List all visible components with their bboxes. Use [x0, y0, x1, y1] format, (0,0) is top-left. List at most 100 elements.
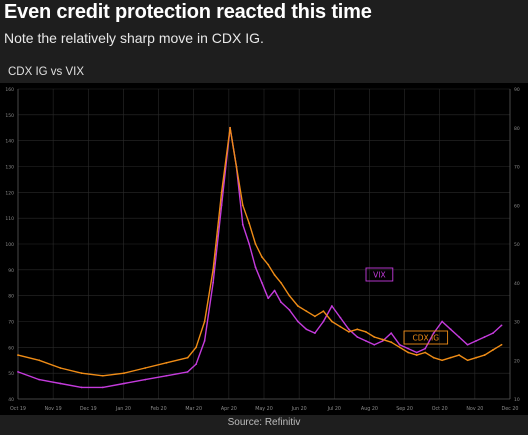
- point-vix: [398, 343, 401, 346]
- point-cdx-ig: [330, 320, 333, 323]
- x-axis-ticks: Oct 19 Nov 19 Dec 19 Jan 20 Feb 20 Mar 20 Apr …: [10, 406, 518, 412]
- point-cdx-ig: [373, 336, 376, 338]
- cdx-vix-chart: 40 50 60 70 80 90 100 110 120 130 140 150 160 10 20 30…: [5, 87, 520, 412]
- x-tick-label: Nov 20: [466, 406, 483, 412]
- point-cdx-ig: [415, 354, 418, 356]
- x-tick-label: Dec 19: [80, 406, 97, 412]
- page-subtitle: Note the relatively sharp move in CDX IG…: [4, 30, 264, 46]
- left-tick-label: 80: [8, 294, 14, 300]
- point-vix: [273, 289, 276, 292]
- left-tick-label: 140: [5, 139, 14, 145]
- left-tick-label: 90: [8, 268, 14, 274]
- point-vix: [123, 382, 125, 385]
- point-vix: [466, 343, 469, 346]
- point-cdx-ig: [241, 204, 244, 207]
- chart-title: CDX IG vs VIX: [8, 66, 85, 78]
- point-vix: [101, 386, 104, 389]
- point-cdx-ig: [186, 356, 189, 359]
- point-cdx-ig: [267, 263, 270, 266]
- right-tick-label: 20: [514, 358, 520, 364]
- point-vix: [305, 328, 308, 331]
- point-vix: [330, 305, 333, 307]
- legend-box: [365, 267, 394, 282]
- right-tick-label: 80: [514, 126, 520, 132]
- x-tick-label: Feb 20: [151, 406, 167, 412]
- point-vix: [415, 351, 418, 354]
- left-axis-ticks: 40 50 60 70 80 90 100 110 120 130 140 150 160: [5, 87, 14, 403]
- point-vix: [241, 223, 244, 226]
- legend-label: VIX: [373, 271, 385, 280]
- left-tick-label: 130: [5, 165, 14, 171]
- point-vix: [144, 378, 147, 381]
- point-vix: [17, 370, 19, 373]
- left-tick-label: 60: [8, 345, 14, 351]
- left-tick-label: 40: [8, 397, 14, 403]
- right-tick-label: 50: [514, 242, 520, 248]
- point-vix: [254, 266, 257, 269]
- point-cdx-ig: [203, 320, 206, 323]
- chart-area: 40 50 60 70 80 90 100 110 120 130 140 150 160 10 20 30…: [0, 83, 528, 415]
- point-cdx-ig: [38, 359, 41, 362]
- point-cdx-ig: [280, 281, 282, 284]
- left-tick-label: 120: [5, 190, 14, 196]
- point-vix: [59, 382, 62, 385]
- point-cdx-ig: [398, 346, 401, 349]
- point-cdx-ig: [475, 356, 477, 359]
- point-cdx-ig: [254, 243, 257, 245]
- x-tick-label: Jan 20: [115, 406, 131, 412]
- point-cdx-ig: [17, 354, 19, 356]
- point-vix: [220, 204, 223, 207]
- x-tick-label: Jun 20: [291, 406, 307, 412]
- left-tick-label: 70: [8, 320, 14, 326]
- point-vix: [458, 336, 461, 338]
- x-tick-label: May 20: [255, 406, 273, 412]
- x-tick-label: Nov 19: [45, 406, 62, 412]
- point-cdx-ig: [313, 315, 316, 318]
- point-cdx-ig: [492, 349, 494, 351]
- point-cdx-ig: [441, 359, 444, 362]
- source-note: Source: Refinitiv: [227, 417, 301, 428]
- point-cdx-ig: [165, 361, 168, 364]
- point-cdx-ig: [235, 165, 238, 168]
- point-vix: [267, 297, 270, 300]
- point-cdx-ig: [80, 372, 83, 375]
- point-vix: [165, 374, 168, 377]
- point-cdx-ig: [407, 351, 410, 354]
- x-tick-label: Aug 20: [361, 406, 378, 412]
- point-cdx-ig: [356, 328, 359, 331]
- point-cdx-ig: [458, 354, 461, 356]
- point-vix: [356, 336, 359, 338]
- point-cdx-ig: [229, 126, 231, 129]
- right-tick-label: 90: [514, 87, 520, 93]
- series-line-cdx-ig: [17, 127, 502, 377]
- right-tick-label: 40: [514, 281, 520, 287]
- right-tick-label: 10: [514, 397, 520, 403]
- point-cdx-ig: [59, 367, 62, 369]
- x-tick-label: Apr 20: [221, 406, 237, 412]
- point-vix: [347, 328, 350, 331]
- point-vix: [186, 370, 189, 373]
- point-vix: [297, 320, 299, 323]
- x-tick-label: Oct 19: [10, 406, 26, 412]
- point-vix: [500, 324, 503, 327]
- point-cdx-ig: [364, 330, 367, 333]
- point-vix: [441, 320, 444, 323]
- point-cdx-ig: [483, 354, 486, 356]
- point-vix: [449, 328, 452, 331]
- right-tick-label: 30: [514, 320, 520, 326]
- left-tick-label: 100: [5, 242, 14, 248]
- point-vix: [483, 336, 486, 338]
- point-vix: [288, 308, 291, 311]
- point-cdx-ig: [432, 356, 435, 359]
- right-tick-label: 70: [514, 165, 520, 171]
- point-cdx-ig: [101, 374, 104, 377]
- point-vix: [492, 332, 494, 335]
- point-vix: [280, 301, 282, 304]
- left-tick-label: 150: [5, 113, 14, 119]
- legend-label: CDX IG: [413, 334, 440, 343]
- point-vix: [339, 316, 342, 319]
- point-cdx-ig: [297, 305, 299, 307]
- point-vix: [424, 347, 427, 350]
- legend-layer: VIX CDX IG: [365, 267, 449, 345]
- point-cdx-ig: [260, 256, 263, 258]
